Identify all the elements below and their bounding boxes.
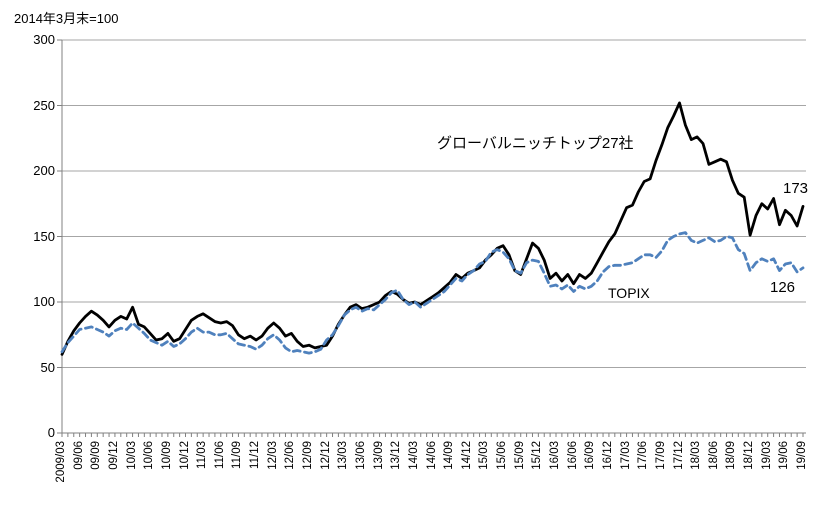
x-tick-label: 10/03 (125, 441, 138, 470)
x-tick-label: 17/09 (654, 441, 667, 470)
y-tick-label: 50 (40, 359, 55, 375)
x-tick-label: 11/12 (249, 441, 262, 469)
x-tick-label: 12/12 (319, 441, 332, 470)
x-tick-label: 15/06 (496, 441, 509, 470)
x-tick-label: 10/06 (143, 441, 156, 470)
y-tick-label: 100 (33, 294, 55, 309)
x-tick-label: 09/06 (72, 441, 85, 470)
x-tick-label: 12/09 (302, 441, 314, 470)
x-tick-label: 19/06 (778, 441, 791, 470)
x-tick-label: 10/09 (160, 441, 173, 470)
x-tick-label: 13/03 (337, 441, 350, 470)
series-label-gnt27: グローバルニッチトップ27社 (437, 135, 634, 152)
x-tick-label: 16/03 (549, 441, 561, 470)
x-tick-label: 09/09 (90, 441, 103, 470)
x-tick-label: 18/03 (690, 441, 703, 470)
x-tick-label: 09/12 (107, 441, 120, 470)
x-tick-label: 16/12 (601, 441, 614, 470)
x-tick-label: 17/12 (672, 441, 685, 470)
x-tick-label: 12/03 (266, 441, 279, 470)
x-tick-label: 18/09 (725, 441, 738, 470)
x-tick-label: 13/06 (354, 441, 367, 470)
x-tick-label: 13/09 (372, 441, 385, 470)
x-tick-label: 19/09 (796, 441, 808, 470)
x-tick-label: 16/06 (566, 441, 579, 470)
y-tick-label: 300 (33, 32, 55, 47)
x-tick-label: 18/12 (743, 441, 756, 470)
end-value-label-gnt27: 173 (783, 180, 809, 197)
y-tick-label: 200 (33, 163, 55, 178)
y-tick-label: 150 (33, 228, 55, 244)
x-tick-label: 2009/03 (55, 441, 67, 483)
x-tick-label: 10/12 (178, 441, 191, 470)
x-tick-label: 11/06 (213, 441, 226, 469)
topix-line (60, 231, 805, 355)
x-tick-label: 18/06 (707, 441, 720, 470)
end-value-label-topix: 126 (770, 279, 796, 296)
y-tick-label: 0 (47, 425, 55, 440)
x-tick-label: 14/12 (460, 441, 473, 470)
x-tick-label: 14/06 (425, 441, 438, 470)
x-tick-label: 15/03 (478, 441, 491, 470)
x-tick-label: 11/09 (231, 441, 244, 469)
x-tick-label: 16/09 (584, 441, 597, 470)
x-tick-label: 14/09 (443, 441, 456, 470)
gnt27-line (60, 101, 805, 356)
x-tick-label: 14/03 (407, 441, 420, 470)
x-tick-label: 15/12 (531, 441, 544, 470)
x-tick-label: 19/03 (760, 441, 773, 470)
series-label-topix: TOPIX (608, 285, 650, 301)
chart-title: 2014年3月末=100 (14, 11, 119, 26)
x-tick-label: 13/12 (390, 441, 403, 470)
x-tick-label: 15/09 (513, 441, 526, 470)
x-tick-label: 11/03 (196, 441, 209, 469)
x-tick-label: 12/06 (284, 441, 297, 470)
y-tick-label: 250 (33, 97, 55, 113)
x-tick-label: 17/03 (619, 441, 632, 470)
x-tick-label: 17/06 (637, 441, 650, 470)
